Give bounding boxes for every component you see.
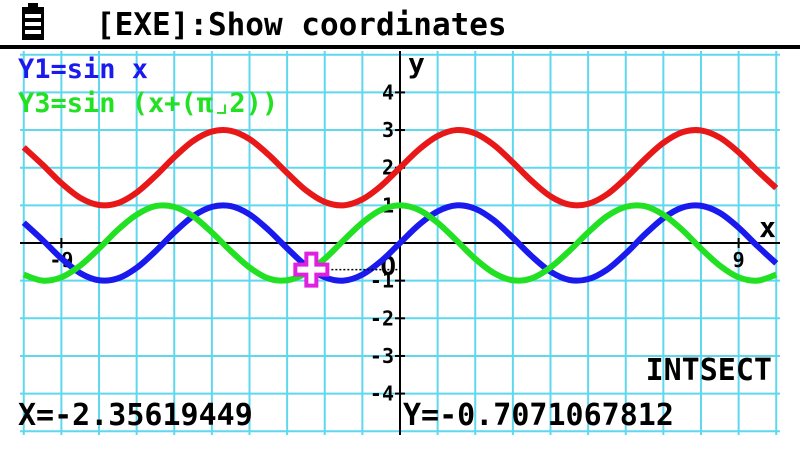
curve xyxy=(21,202,779,284)
y-tick-label: -4 xyxy=(370,382,394,406)
curve xyxy=(21,126,779,209)
y-axis-label: y xyxy=(408,47,425,80)
legend-entry: Y3=sin (x+(π⌟2)) xyxy=(18,88,278,119)
y-tick-label: -2 xyxy=(370,306,394,330)
y-tick-label: -1 xyxy=(370,269,394,293)
curves xyxy=(21,126,779,284)
y-readout: Y=-0.7071067812 xyxy=(403,398,674,433)
y-tick-label: 4 xyxy=(382,80,394,104)
legend-entry: Y1=sin x xyxy=(18,54,148,85)
battery-icon xyxy=(22,3,44,40)
x-tick-label: 9 xyxy=(733,248,745,272)
x-axis-label: x xyxy=(759,211,776,244)
y-tick-label: 3 xyxy=(382,118,394,142)
y-tick-label: -3 xyxy=(370,344,394,368)
x-readout: X=-2.35619449 xyxy=(18,398,253,433)
header-rule xyxy=(0,45,800,49)
cursor xyxy=(293,251,330,288)
header-title: [EXE]:Show coordinates xyxy=(96,7,507,43)
status-label: INTSECT xyxy=(646,353,772,388)
curve xyxy=(22,202,778,284)
